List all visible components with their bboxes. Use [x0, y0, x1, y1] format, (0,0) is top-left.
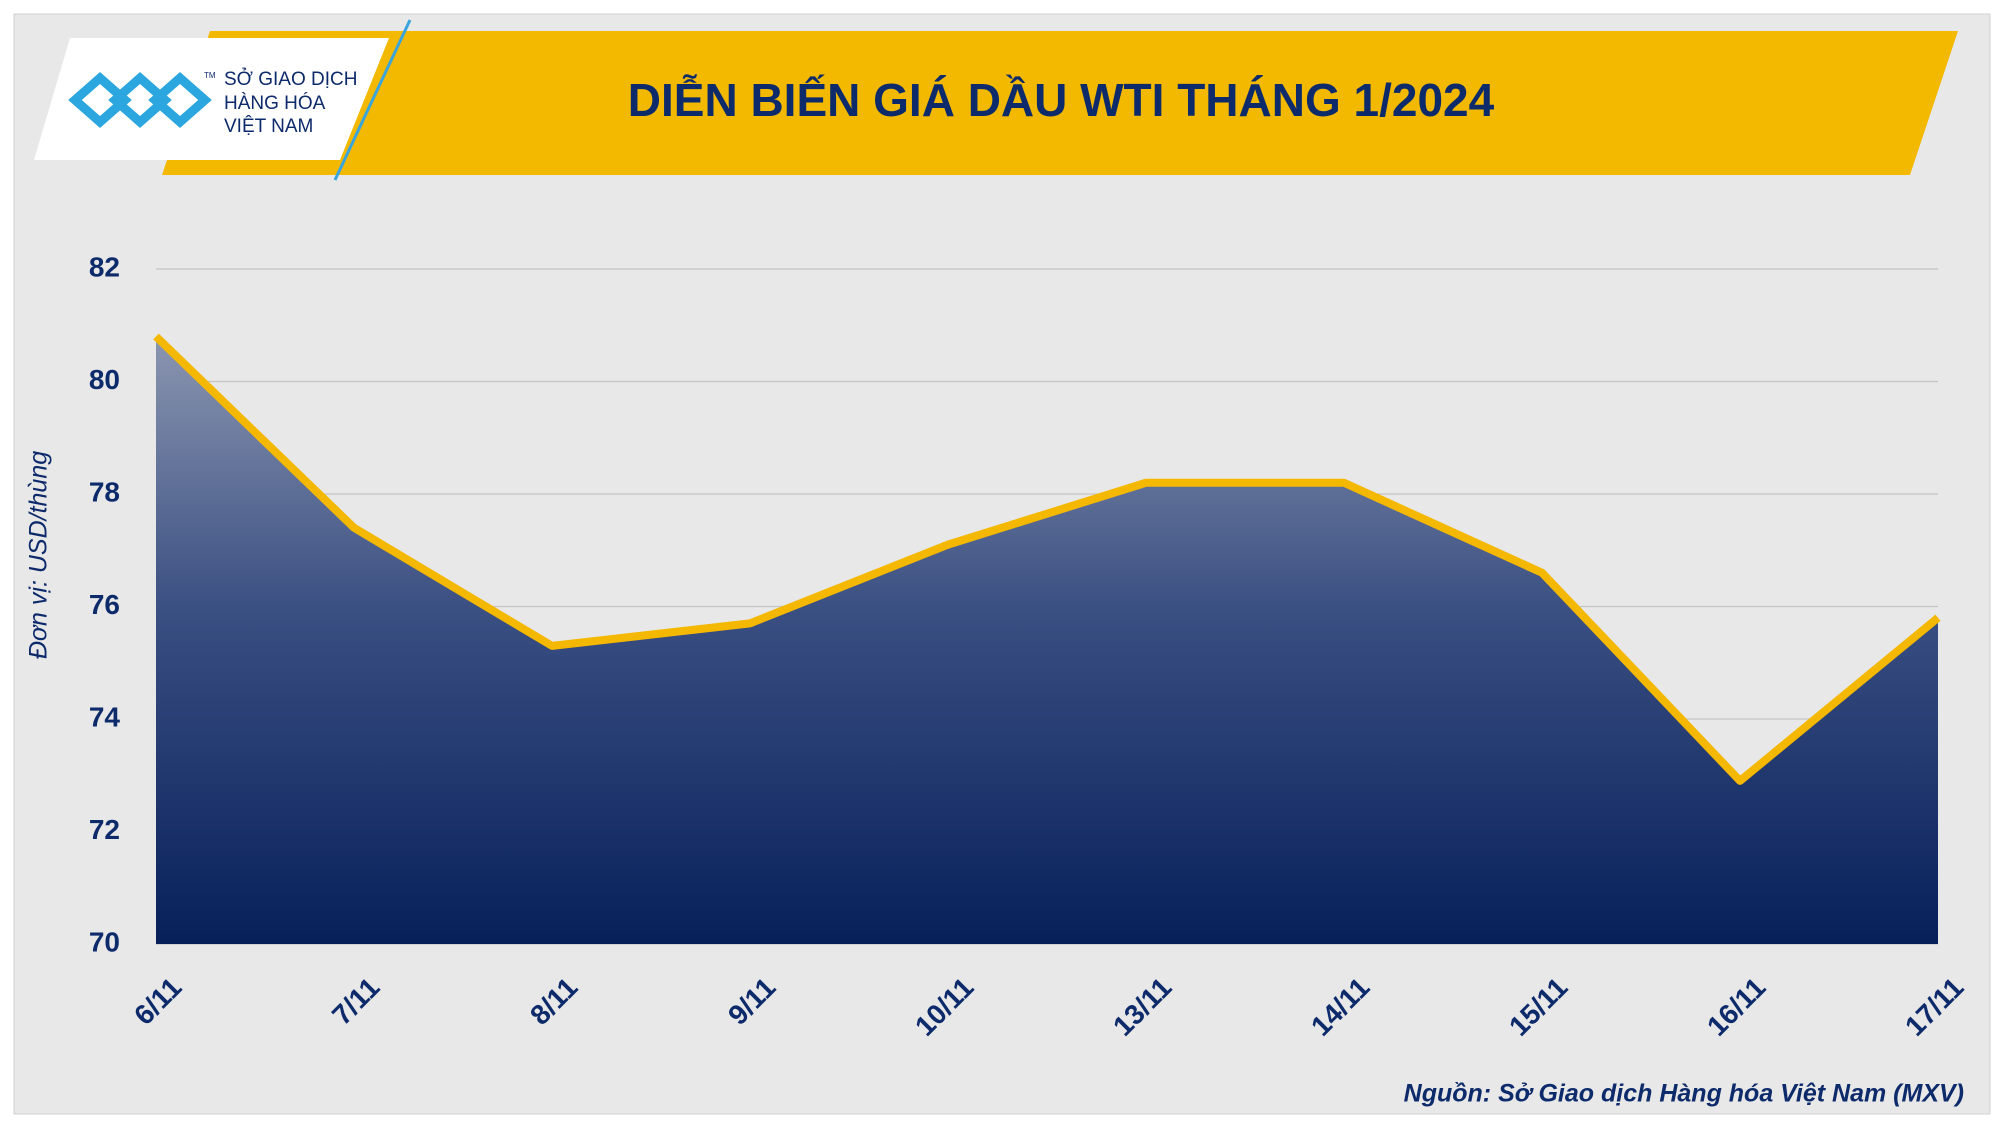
chart-title: DIỄN BIẾN GIÁ DẦU WTI THÁNG 1/2024	[628, 74, 1495, 126]
logo-mark: TM	[204, 71, 216, 80]
source-note: Nguồn: Sở Giao dịch Hàng hóa Việt Nam (M…	[1404, 1080, 1964, 1108]
y-tick-label: 82	[89, 251, 120, 282]
logo-icon	[68, 72, 212, 128]
line	[153, 333, 1941, 785]
y-tick-label: 78	[89, 476, 120, 507]
logo-text: VIỆT NAM	[224, 115, 313, 137]
accent-line	[333, 19, 412, 181]
logo-text: HÀNG HÓA	[224, 92, 326, 114]
y-tick-label: 80	[89, 364, 120, 395]
y-tick-label: 74	[89, 701, 121, 732]
logo-box	[34, 38, 389, 160]
y-tick-label: 76	[89, 589, 120, 620]
y-tick-label: 72	[89, 814, 120, 845]
logo-text: SỞ GIAO DỊCH	[224, 68, 357, 90]
title-banner	[162, 31, 1958, 175]
area	[156, 336, 1938, 944]
y-tick-label: 70	[89, 926, 120, 957]
y-axis-label: Đơn vị: USD/thùng	[25, 451, 53, 659]
